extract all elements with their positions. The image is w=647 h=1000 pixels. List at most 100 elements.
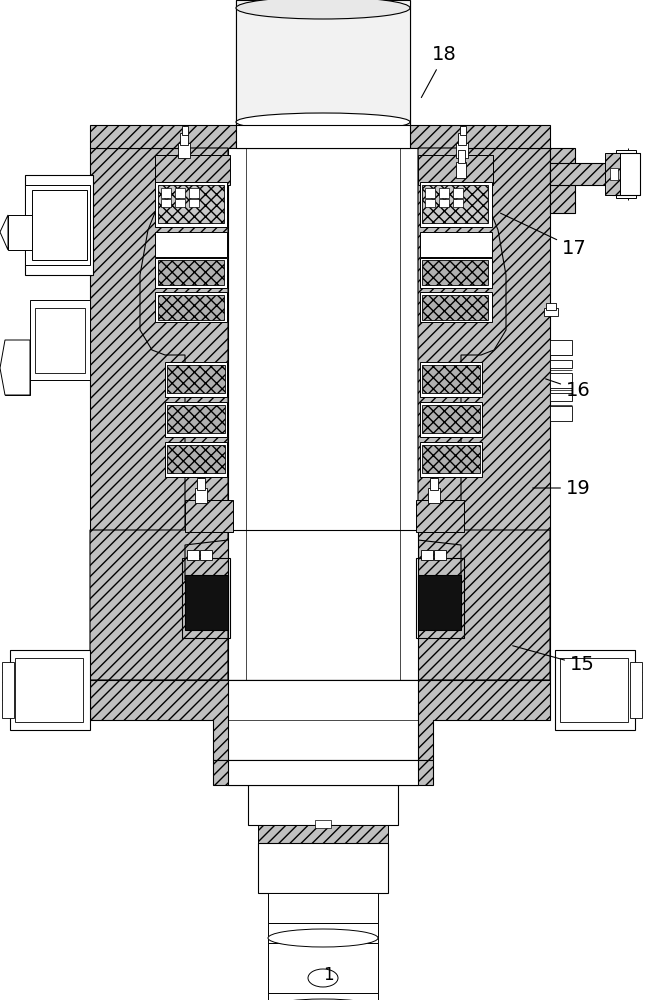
Bar (155, 232, 227, 257)
Bar (422, 185, 488, 223)
Polygon shape (410, 125, 550, 148)
Bar (422, 295, 488, 320)
Polygon shape (90, 125, 236, 148)
Bar (315, 820, 331, 828)
Bar (167, 445, 225, 473)
Bar (550, 163, 620, 185)
Ellipse shape (236, 0, 410, 19)
Bar (185, 575, 228, 630)
Bar (439, 199, 449, 207)
Bar (420, 442, 482, 477)
Bar (420, 258, 492, 288)
Bar (550, 340, 572, 355)
Bar (10, 650, 90, 730)
Bar (550, 373, 572, 388)
Bar (228, 680, 418, 760)
Polygon shape (90, 530, 228, 680)
Bar (30, 300, 90, 380)
Bar (182, 558, 230, 638)
Bar (165, 442, 227, 477)
Bar (228, 148, 418, 680)
Bar (420, 232, 492, 257)
Bar (546, 303, 556, 310)
Polygon shape (0, 215, 8, 250)
Bar (236, 125, 410, 148)
Polygon shape (0, 340, 30, 395)
Bar (612, 153, 640, 195)
Bar (610, 168, 618, 180)
Bar (439, 188, 449, 198)
Bar (560, 658, 628, 722)
Bar (167, 405, 225, 433)
Bar (175, 199, 185, 207)
Bar (195, 488, 207, 503)
Bar (161, 188, 171, 198)
Bar (605, 153, 620, 195)
Text: 15: 15 (512, 646, 595, 674)
Bar (425, 188, 435, 198)
Bar (428, 488, 440, 503)
Bar (158, 185, 224, 223)
Bar (178, 143, 190, 158)
Bar (460, 126, 466, 135)
Bar (453, 199, 463, 207)
Bar (550, 393, 572, 401)
Bar (158, 260, 224, 285)
Bar (420, 292, 492, 322)
Text: 16: 16 (545, 379, 591, 399)
Ellipse shape (236, 113, 410, 131)
Bar (422, 260, 488, 285)
Text: 17: 17 (501, 213, 587, 257)
Bar (456, 143, 468, 158)
Bar (180, 133, 188, 145)
Bar (158, 295, 224, 320)
Bar (425, 199, 435, 207)
Polygon shape (418, 148, 506, 530)
Polygon shape (90, 148, 550, 680)
Text: 1: 1 (323, 966, 333, 984)
Bar (550, 406, 572, 421)
Bar (422, 365, 480, 393)
Bar (155, 182, 227, 227)
Bar (456, 162, 466, 178)
Ellipse shape (268, 929, 378, 947)
Bar (630, 662, 642, 718)
Bar (185, 500, 233, 532)
Bar (418, 575, 461, 630)
Bar (5, 340, 30, 395)
Bar (200, 550, 212, 560)
Polygon shape (140, 148, 228, 530)
Bar (182, 126, 188, 135)
Polygon shape (90, 680, 550, 760)
Text: 19: 19 (532, 479, 591, 497)
Bar (458, 150, 465, 163)
Bar (189, 199, 199, 207)
Bar (189, 188, 199, 198)
Bar (422, 405, 480, 433)
Bar (544, 308, 558, 316)
Bar (453, 188, 463, 198)
Ellipse shape (268, 999, 378, 1000)
Bar (155, 258, 227, 288)
Bar (228, 530, 418, 680)
Bar (167, 365, 225, 393)
Bar (2, 662, 14, 718)
Bar (258, 825, 388, 843)
Bar (268, 893, 378, 923)
Bar (420, 402, 482, 437)
Bar (175, 188, 185, 198)
Bar (418, 155, 493, 185)
Bar (458, 133, 466, 145)
Bar (268, 943, 378, 993)
Bar (434, 550, 446, 560)
Bar (416, 500, 464, 532)
Bar (155, 292, 227, 322)
Polygon shape (418, 530, 550, 680)
Bar (228, 760, 418, 785)
Bar (25, 185, 90, 265)
Bar (416, 558, 464, 638)
Bar (165, 362, 227, 397)
Bar (421, 550, 433, 560)
Bar (161, 199, 171, 207)
Bar (430, 478, 438, 490)
